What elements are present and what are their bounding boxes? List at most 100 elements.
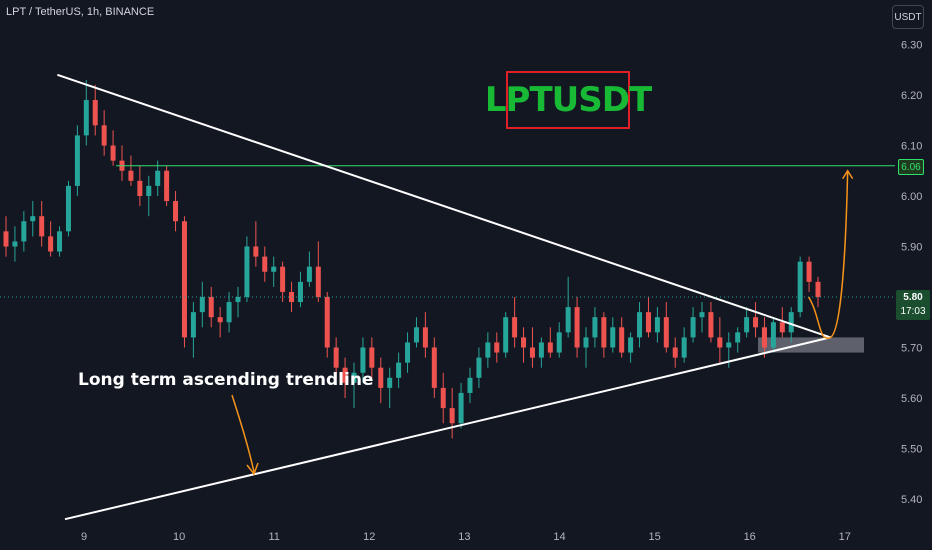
candle-body: [262, 256, 268, 272]
resistance-price-tag: 6.06: [898, 159, 924, 175]
candle-body: [645, 312, 651, 333]
current-price-value: 5.80: [903, 292, 923, 303]
candle-body: [146, 185, 152, 196]
candle-body: [467, 377, 473, 393]
x-tick-label: 9: [81, 531, 87, 543]
candle-body: [717, 337, 723, 348]
candle-body: [806, 261, 812, 282]
candle-body: [565, 307, 571, 333]
candle-body: [199, 297, 205, 313]
candle-body: [761, 327, 767, 348]
candle-body: [173, 201, 179, 222]
y-tick-label: 6.10: [901, 141, 922, 153]
descending-trendline: [57, 73, 831, 339]
candle-body: [315, 266, 321, 297]
candle-body: [449, 408, 455, 424]
candle-body: [699, 312, 705, 318]
candle-body: [92, 100, 98, 126]
candle-body: [485, 342, 491, 358]
candle-body: [387, 377, 393, 388]
y-tick-label: 5.70: [901, 343, 922, 355]
ascending-trendline: [64, 336, 831, 521]
candle-body: [663, 317, 669, 348]
candle-body: [155, 170, 161, 186]
candle-body: [538, 342, 544, 358]
candle-body: [128, 170, 134, 181]
candle-body: [333, 347, 339, 368]
trendlines: [0, 73, 895, 521]
candle-body: [65, 185, 71, 232]
candle-body: [458, 392, 464, 424]
candle-body: [637, 312, 643, 338]
currency-button[interactable]: USDT: [892, 5, 924, 29]
candle-body: [3, 231, 9, 247]
candle-body: [547, 342, 553, 353]
candle-body: [369, 347, 375, 368]
candle-body: [440, 387, 446, 409]
candle-body: [39, 216, 45, 237]
candle-body: [226, 302, 232, 323]
candle-body: [306, 266, 312, 282]
candle-body: [788, 312, 794, 333]
candle-body: [770, 322, 776, 348]
candle-body: [137, 180, 143, 196]
candle-body: [217, 317, 223, 323]
candle-body: [503, 317, 509, 353]
y-tick-label: 6.20: [901, 90, 922, 102]
y-tick-label: 5.40: [901, 494, 922, 506]
candle-body: [521, 337, 527, 348]
candle-body: [324, 297, 330, 348]
candle-body: [744, 317, 750, 333]
y-tick-label: 5.50: [901, 444, 922, 456]
current-price-tag: 5.80 17:03: [896, 290, 930, 320]
candle-body: [208, 297, 214, 318]
symbol-label: LPTUSDT: [485, 71, 652, 129]
candle-body: [619, 327, 625, 353]
y-tick-label: 6.30: [901, 40, 922, 52]
candle-body: [529, 347, 535, 358]
candle-body: [583, 337, 589, 348]
candle-body: [110, 145, 116, 161]
candle-body: [164, 170, 170, 202]
candle-body: [30, 216, 36, 222]
candle-body: [83, 100, 89, 136]
price-axis: 5.40 5.50 5.60 5.70 5.80 5.90 6.00 6.10 6.20 6.30: [901, 40, 922, 507]
candle-body: [628, 337, 634, 353]
candle-body: [601, 317, 607, 348]
x-tick-label: 12: [363, 531, 375, 543]
candle-body: [235, 297, 241, 303]
candle-body: [779, 322, 785, 333]
projection-path: [808, 170, 849, 339]
candle-body: [672, 347, 678, 358]
x-tick-label: 13: [458, 531, 470, 543]
candle-body: [735, 332, 741, 343]
candle-body: [280, 266, 286, 292]
candle-body: [190, 312, 196, 338]
candle-body: [244, 246, 250, 297]
trendline-annotation: Long term ascending trendline: [78, 370, 374, 390]
x-tick-label: 15: [648, 531, 660, 543]
annotation-arrowhead: [246, 462, 259, 476]
candle-body: [512, 317, 518, 338]
candle-body: [654, 317, 660, 333]
annotation-arrow: [231, 394, 255, 473]
candle-body: [476, 357, 482, 378]
x-tick-label: 14: [553, 531, 565, 543]
candle-body: [342, 367, 348, 383]
candle-countdown: 17:03: [900, 306, 926, 317]
candle-body: [396, 362, 402, 378]
candle-body: [556, 332, 562, 353]
y-tick-label: 6.00: [901, 191, 922, 203]
candle-body: [101, 125, 107, 146]
x-tick-label: 16: [744, 531, 756, 543]
x-tick-label: 10: [173, 531, 185, 543]
candle-body: [753, 317, 759, 328]
candle-body: [681, 337, 687, 358]
candle-body: [431, 347, 437, 388]
y-tick-label: 5.60: [901, 393, 922, 405]
candle-body: [181, 221, 187, 338]
chart-title: LPT / TetherUS, 1h, BINANCE: [6, 6, 155, 18]
candle-body: [289, 291, 295, 303]
candle-body: [378, 367, 384, 388]
